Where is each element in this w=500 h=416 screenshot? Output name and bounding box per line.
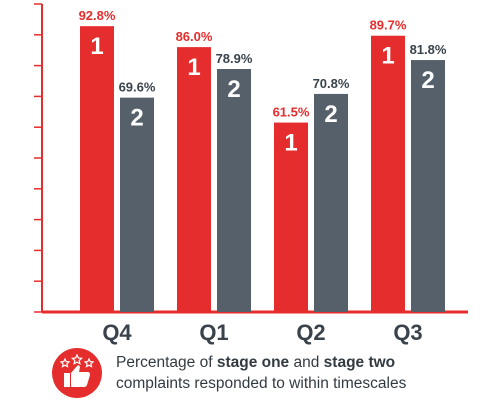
caption-line2: complaints responded to within timescale… <box>116 375 407 392</box>
bar-q2-series-2 <box>314 93 348 312</box>
x-tick-label: Q4 <box>102 320 132 345</box>
thumbs-up-stars-icon <box>52 348 102 398</box>
x-tick-label: Q1 <box>199 320 228 345</box>
data-label: 70.8% <box>313 76 350 91</box>
data-label: 92.8% <box>79 8 116 23</box>
bar-series-number: 2 <box>324 101 337 128</box>
data-label: 61.5% <box>273 105 310 120</box>
data-label: 69.6% <box>119 80 156 95</box>
bar-q1-series-1 <box>177 47 211 313</box>
caption-mid: and <box>289 354 324 371</box>
bar-q3-series-1 <box>371 35 405 312</box>
caption-stage-two: stage two <box>323 354 396 371</box>
bar-series-number: 2 <box>421 67 434 94</box>
bar-q4-series-2 <box>120 97 154 312</box>
data-label: 89.7% <box>370 18 407 33</box>
bar-q4-series-1 <box>80 26 114 313</box>
caption-prefix: Percentage of <box>116 354 217 371</box>
bar-series-number: 1 <box>187 54 200 81</box>
bar-series-number: 2 <box>227 76 240 103</box>
x-tick-label: Q3 <box>393 320 422 345</box>
bar-series-number: 1 <box>284 130 297 157</box>
data-label: 86.0% <box>176 29 213 44</box>
bar-series-number: 2 <box>130 105 143 132</box>
bar-q3-series-2 <box>411 60 445 312</box>
caption-text: Percentage of stage one and stage two co… <box>116 352 446 394</box>
x-tick-label: Q2 <box>296 320 325 345</box>
bar-q1-series-2 <box>217 68 251 312</box>
bar-q2-series-1 <box>274 122 308 312</box>
data-label: 78.9% <box>216 51 253 66</box>
caption-stage-one: stage one <box>216 354 290 371</box>
chart-caption: Percentage of stage one and stage two co… <box>52 348 446 398</box>
bar-series-number: 1 <box>90 33 103 60</box>
bar-chart: 1 92.8% 2 69.6% Q4 1 86.0% 2 78.9% Q1 1 61.5% 2 70.8%… <box>34 3 468 345</box>
data-label: 81.8% <box>410 42 447 57</box>
bar-series-number: 1 <box>381 43 394 70</box>
